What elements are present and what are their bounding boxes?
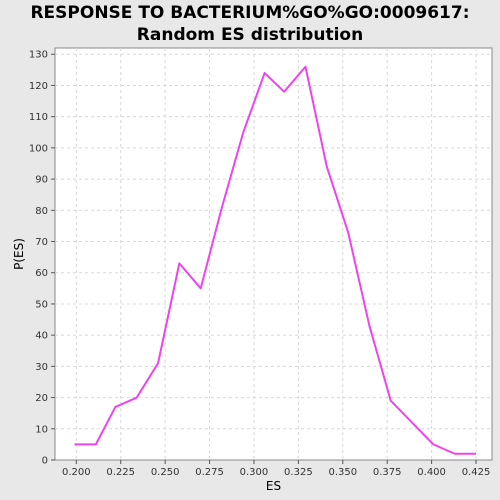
y-tick-label: 80 xyxy=(35,206,48,217)
y-tick-label: 0 xyxy=(42,456,48,467)
x-tick-label: 0.275 xyxy=(195,467,224,478)
x-tick-label: 0.425 xyxy=(462,467,491,478)
y-tick-label: 10 xyxy=(35,424,48,435)
y-tick-label: 50 xyxy=(35,299,48,310)
series-layer xyxy=(74,65,477,455)
chart-title-line-1: RESPONSE TO BACTERIUM%GO%GO:0009617: xyxy=(30,3,470,23)
y-tick-label: 40 xyxy=(35,331,48,342)
x-tick-label: 0.250 xyxy=(151,467,180,478)
y-tick-label: 90 xyxy=(35,175,48,186)
chart-title: RESPONSE TO BACTERIUM%GO%GO:0009617: Ran… xyxy=(0,2,500,46)
x-tick-label: 0.375 xyxy=(373,467,402,478)
y-tick-label: 130 xyxy=(29,50,48,61)
y-tick-label: 110 xyxy=(29,112,48,123)
y-axis-label: P(ES) xyxy=(12,238,26,270)
x-tick-label: 0.400 xyxy=(417,467,446,478)
y-tick-label: 70 xyxy=(35,237,48,248)
y-tick-label: 20 xyxy=(35,393,48,404)
chart-title-line-2: Random ES distribution xyxy=(136,25,364,45)
x-tick-label: 0.225 xyxy=(106,467,135,478)
x-tick-label: 0.325 xyxy=(284,467,313,478)
y-tick-label: 30 xyxy=(35,362,48,373)
y-tick-label: 100 xyxy=(29,143,48,154)
y-tick-label: 60 xyxy=(35,268,48,279)
x-tick-label: 0.300 xyxy=(240,467,269,478)
series-line-0 xyxy=(74,65,477,455)
x-axis-label: ES xyxy=(266,479,281,493)
y-tick-label: 120 xyxy=(29,81,48,92)
axes: 0 10 20 30 40 50 60 70 80 90 100 110 120 130 0.200 0.22… xyxy=(29,50,490,478)
grid-lines xyxy=(55,48,492,460)
x-tick-label: 0.350 xyxy=(328,467,357,478)
x-tick-label: 0.200 xyxy=(62,467,91,478)
